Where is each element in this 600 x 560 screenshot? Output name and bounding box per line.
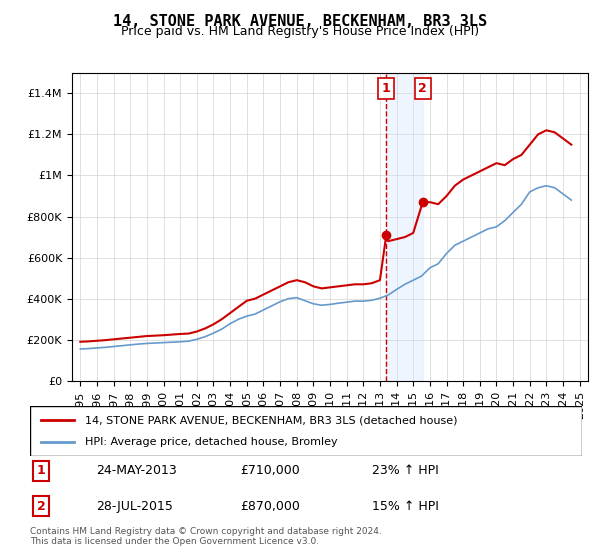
Text: £870,000: £870,000: [240, 500, 299, 512]
Text: 23% ↑ HPI: 23% ↑ HPI: [372, 464, 439, 477]
Text: Price paid vs. HM Land Registry's House Price Index (HPI): Price paid vs. HM Land Registry's House …: [121, 25, 479, 38]
Text: 2: 2: [37, 500, 46, 512]
Text: HPI: Average price, detached house, Bromley: HPI: Average price, detached house, Brom…: [85, 437, 338, 447]
FancyBboxPatch shape: [30, 406, 582, 456]
Text: 28-JUL-2015: 28-JUL-2015: [96, 500, 173, 512]
Text: 15% ↑ HPI: 15% ↑ HPI: [372, 500, 439, 512]
Text: Contains HM Land Registry data © Crown copyright and database right 2024.
This d: Contains HM Land Registry data © Crown c…: [30, 526, 382, 546]
Text: 14, STONE PARK AVENUE, BECKENHAM, BR3 3LS: 14, STONE PARK AVENUE, BECKENHAM, BR3 3L…: [113, 14, 487, 29]
Text: 14, STONE PARK AVENUE, BECKENHAM, BR3 3LS (detached house): 14, STONE PARK AVENUE, BECKENHAM, BR3 3L…: [85, 415, 458, 425]
Bar: [386, 73, 423, 381]
Text: £710,000: £710,000: [240, 464, 299, 477]
Text: 1: 1: [37, 464, 46, 477]
Text: 1: 1: [382, 82, 391, 95]
Text: 24-MAY-2013: 24-MAY-2013: [96, 464, 177, 477]
Text: 2: 2: [418, 82, 427, 95]
